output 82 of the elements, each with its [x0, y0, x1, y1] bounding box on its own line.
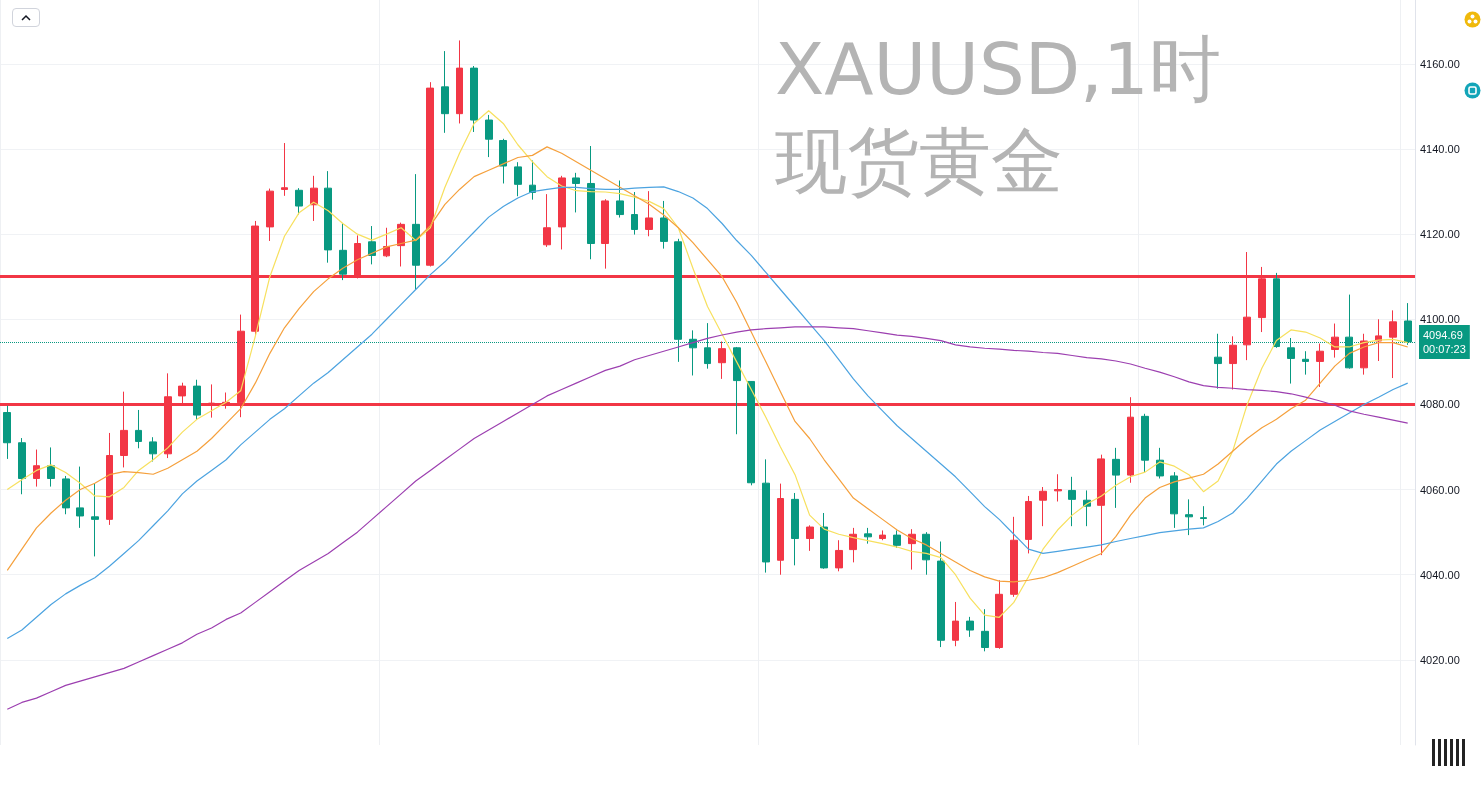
- y-tick-label: 4120.00: [1420, 228, 1460, 241]
- candlestick: [426, 81, 434, 267]
- candlestick: [1039, 486, 1047, 527]
- candlestick: [106, 432, 113, 526]
- candlestick: [47, 446, 55, 488]
- candlestick: [587, 145, 595, 260]
- candlestick: [558, 175, 566, 250]
- candlestick: [601, 198, 609, 270]
- candlestick: [441, 50, 449, 134]
- candlestick: [135, 409, 142, 449]
- candlestick: [820, 512, 828, 570]
- candlestick: [1185, 498, 1193, 536]
- candlestick: [616, 180, 624, 219]
- candlestick: [733, 346, 741, 435]
- y-tick-label: 4060.00: [1420, 483, 1460, 496]
- text: 00:07:23: [1423, 342, 1466, 355]
- candlestick: [660, 200, 668, 250]
- candlestick: [324, 170, 332, 264]
- candlestick: [383, 227, 390, 258]
- candlestick: [1360, 333, 1368, 376]
- candlestick: [543, 193, 551, 248]
- candlestick: [470, 65, 478, 133]
- candlestick: [1054, 473, 1062, 502]
- candlestick: [91, 482, 99, 557]
- candlestick: [995, 579, 1003, 650]
- candlestick: [456, 39, 463, 124]
- candlestick: [266, 188, 274, 242]
- candlestick: [3, 405, 11, 460]
- candlestick: [62, 475, 70, 515]
- candlestick: [339, 222, 347, 281]
- candlestick: [849, 527, 857, 563]
- ref-line-label: 4094.69: [1423, 328, 1463, 341]
- candlestick: [806, 524, 814, 552]
- candlestick: [514, 161, 522, 197]
- y-tick-label: 4160.00: [1420, 57, 1460, 70]
- text: 现货黄金: [775, 119, 1063, 203]
- candlestick: [193, 379, 201, 421]
- candlestick: [777, 483, 784, 576]
- candlestick: [412, 173, 420, 290]
- candlestick: [879, 529, 886, 541]
- candlestick: [762, 458, 770, 574]
- candlestick: [645, 190, 653, 237]
- chart-title: XAUUSD,1时: [775, 27, 1221, 111]
- candlestick: [281, 142, 288, 197]
- y-tick-label: 4080.00: [1420, 398, 1460, 411]
- candlestick: [981, 608, 989, 652]
- candlestick: [747, 380, 755, 486]
- candlestick: [1170, 471, 1178, 529]
- candlestick: [1068, 476, 1076, 527]
- candlestick: [1200, 505, 1207, 526]
- candlestick: [1112, 447, 1120, 509]
- candlestick: [1097, 454, 1105, 556]
- candlestick: [1389, 309, 1397, 379]
- candlestick: [149, 436, 157, 462]
- candlestick: [1156, 447, 1164, 479]
- candlestick: [631, 191, 638, 236]
- candlestick: [1141, 413, 1149, 473]
- y-tick-label: 4020.00: [1420, 653, 1460, 666]
- candlestick: [893, 529, 901, 549]
- candlestick: [1010, 516, 1018, 598]
- y-tick-label: 4040.00: [1420, 568, 1460, 581]
- y-tick-label: 4140.00: [1420, 143, 1460, 155]
- candlestick: [499, 138, 507, 184]
- candlestick: [791, 492, 799, 566]
- candlestick: [18, 437, 26, 495]
- candlestick: [1025, 495, 1032, 554]
- candlestick: [937, 541, 945, 648]
- y-tick-label: 4100.00: [1420, 313, 1460, 326]
- candlestick: [966, 616, 974, 638]
- line-series: [6, 326, 1409, 710]
- candlestick: [572, 172, 580, 213]
- candlestick: [1229, 335, 1237, 391]
- candlestick: [485, 114, 493, 158]
- candlestick: [33, 449, 40, 488]
- candlestick: [310, 175, 318, 222]
- candlestick: [76, 466, 84, 529]
- candlestick: [1302, 350, 1309, 376]
- candlestick: [864, 527, 872, 545]
- candlestick: [952, 601, 959, 647]
- candlestick: [835, 539, 843, 572]
- candlestick: [1316, 343, 1324, 388]
- candlestick: [718, 340, 726, 380]
